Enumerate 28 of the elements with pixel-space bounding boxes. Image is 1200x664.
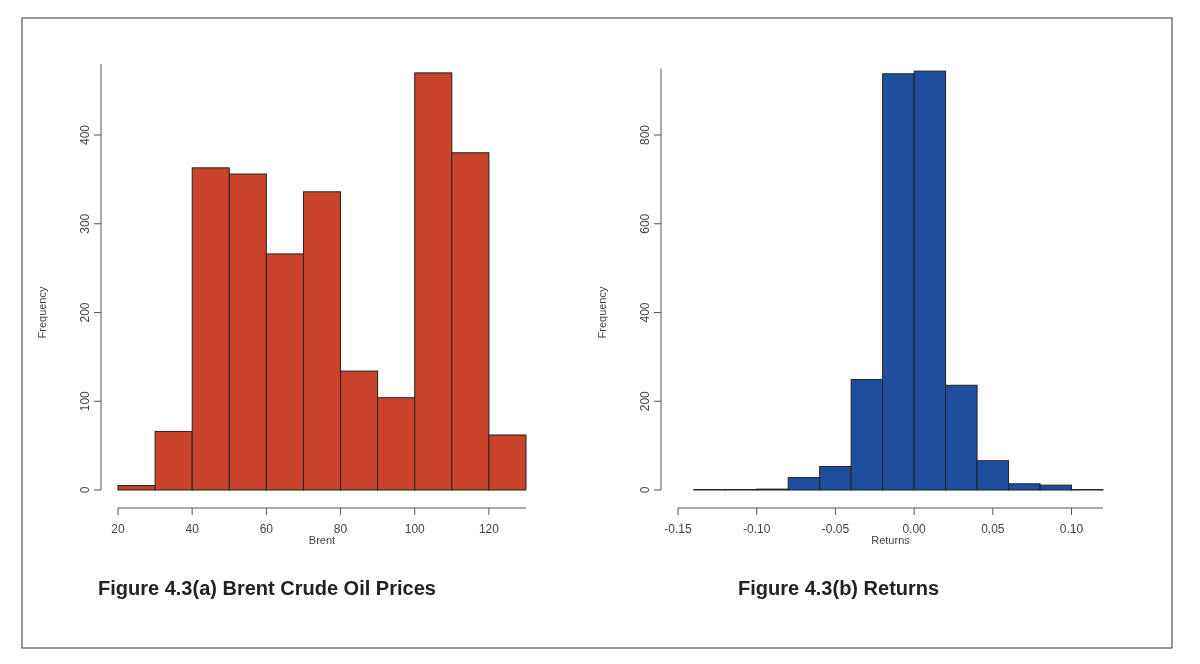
x-tick-label: 60: [259, 522, 274, 536]
y-tick-label: 200: [638, 390, 652, 412]
text: Figure 4.3(a) Brent Crude Oil Prices: [98, 577, 436, 599]
y-tick-label: 600: [638, 213, 652, 234]
y-axis-title: Frequency: [596, 286, 608, 339]
x-tick-label: 0.05: [981, 522, 1005, 536]
x-tick-label: 20: [111, 522, 125, 536]
y-tick-label: 800: [638, 124, 652, 146]
x-tick-label: 0.00: [902, 522, 927, 536]
y-tick-label: 100: [78, 390, 92, 412]
text: Figure 4.3(b) Returns: [738, 577, 940, 599]
y-tick-label: 0: [78, 486, 92, 494]
x-tick-label: 0.10: [1059, 522, 1084, 536]
x-tick-label: 100: [404, 522, 426, 536]
x-axis-title: Brent: [308, 534, 336, 546]
y-tick-label: 400: [78, 124, 92, 146]
x-axis-title: Returns: [871, 534, 911, 546]
y-tick-label: 0: [638, 486, 652, 494]
y-tick-label: 200: [78, 302, 92, 323]
y-tick-label: 300: [78, 213, 92, 234]
x-tick-label: -0.05: [821, 522, 850, 536]
y-axis-title: Frequency: [36, 286, 48, 339]
x-tick-label: -0.15: [664, 522, 692, 536]
x-tick-label: 40: [185, 522, 200, 536]
x-tick-label: 120: [478, 522, 500, 536]
x-tick-label: 80: [333, 522, 348, 536]
x-tick-label: -0.10: [743, 522, 771, 536]
y-tick-label: 400: [638, 302, 652, 323]
